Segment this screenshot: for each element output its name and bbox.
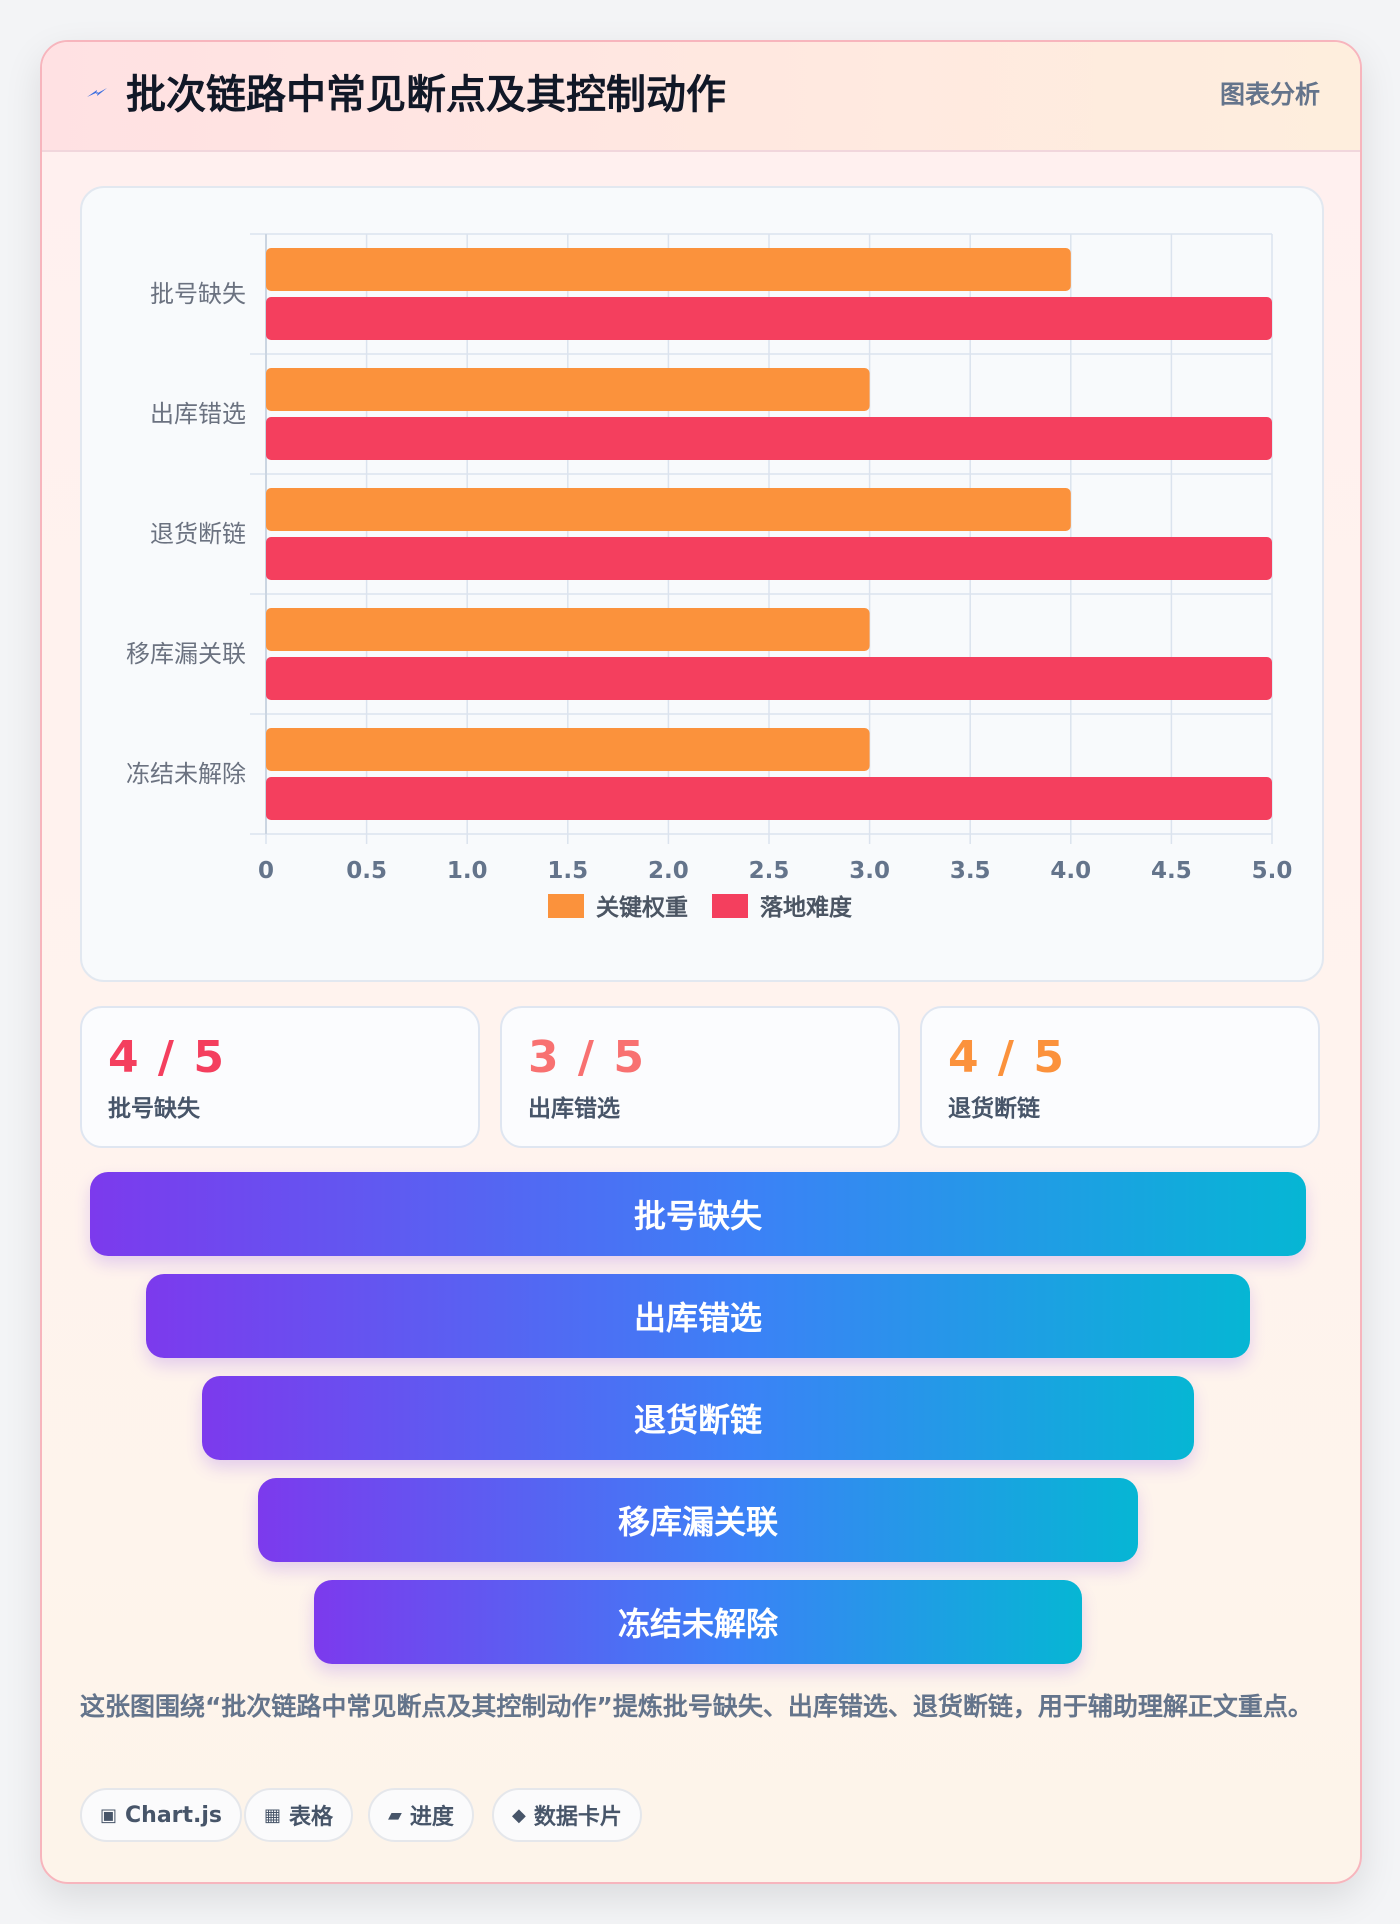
lightning-icon bbox=[87, 88, 107, 97]
card-header: 批次链路中常见断点及其控制动作 图表分析 bbox=[42, 42, 1360, 152]
stat-value: 4 / 5 bbox=[108, 1032, 226, 1083]
table-icon: ▦ bbox=[264, 1804, 282, 1826]
stat-value: 4 / 5 bbox=[948, 1032, 1066, 1083]
chart-analysis-badge: 图表分析 bbox=[1219, 80, 1320, 109]
legend-label: 落地难度 bbox=[760, 894, 853, 921]
funnel-step: 批号缺失 bbox=[90, 1172, 1306, 1256]
chart-card: 批次链路中常见断点及其控制动作 图表分析 0 0.5 1.0 1.5 2.0 2.5 3.0… bbox=[40, 40, 1362, 1884]
bar-difficulty bbox=[266, 657, 1272, 700]
diamond-icon: ◆ bbox=[512, 1804, 526, 1826]
funnel-step: 出库错选 bbox=[146, 1274, 1250, 1358]
bar-weight bbox=[266, 608, 870, 651]
x-tick-label: 3.5 bbox=[950, 858, 991, 884]
y-category-label: 出库错选 bbox=[150, 400, 246, 428]
bar-difficulty bbox=[266, 297, 1272, 340]
bar-difficulty bbox=[266, 777, 1272, 820]
x-tick-label: 2.5 bbox=[749, 858, 790, 884]
x-tick-label: 0.5 bbox=[346, 858, 387, 884]
tag-table[interactable]: ▦ 表格 bbox=[244, 1788, 354, 1842]
tag-label: 进度 bbox=[409, 1805, 454, 1830]
funnel-step: 退货断链 bbox=[202, 1376, 1194, 1460]
page-title: 批次链路中常见断点及其控制动作 bbox=[126, 72, 726, 118]
x-tick-label: 5.0 bbox=[1252, 858, 1293, 884]
stat-card: 4 / 5 批号缺失 bbox=[80, 1006, 480, 1148]
tag-label: 数据卡片 bbox=[533, 1805, 622, 1830]
stat-cards: 4 / 5 批号缺失 3 / 5 出库错选 4 / 5 退货断链 bbox=[80, 1006, 1320, 1148]
bar-difficulty bbox=[266, 537, 1272, 580]
x-tick-label: 1.5 bbox=[547, 858, 588, 884]
legend-swatch bbox=[712, 894, 748, 918]
stat-label: 退货断链 bbox=[948, 1096, 1040, 1122]
x-tick-label: 4.0 bbox=[1050, 858, 1091, 884]
stat-label: 批号缺失 bbox=[108, 1096, 200, 1122]
funnel-step: 移库漏关联 bbox=[258, 1478, 1138, 1562]
tag-chartjs[interactable]: ▣ Chart.js bbox=[80, 1788, 243, 1842]
progress-icon: ▰ bbox=[388, 1804, 402, 1826]
y-category-label: 退货断链 bbox=[150, 520, 246, 548]
bar-weight bbox=[266, 488, 1071, 531]
stat-label: 出库错选 bbox=[528, 1096, 620, 1122]
funnel-step: 冻结未解除 bbox=[314, 1580, 1082, 1664]
funnel-diagram: 批号缺失 出库错选 退货断链 移库漏关联 冻结未解除 bbox=[42, 1172, 1360, 1692]
tag-label: 表格 bbox=[289, 1805, 334, 1830]
tag-label: Chart.js bbox=[125, 1802, 223, 1828]
x-tick-label: 3.0 bbox=[849, 858, 890, 884]
stat-value: 3 / 5 bbox=[528, 1032, 646, 1083]
summary-note: 这张图围绕“批次链路中常见断点及其控制动作”提炼批号缺失、出库错选、退货断链，用… bbox=[80, 1692, 1313, 1721]
y-category-label: 冻结未解除 bbox=[126, 760, 246, 788]
bar-chart-panel: 0 0.5 1.0 1.5 2.0 2.5 3.0 3.5 4.0 4.5 5.0 批号缺失出库错选退… bbox=[80, 186, 1324, 982]
bar-weight bbox=[266, 248, 1071, 291]
legend-label: 关键权重 bbox=[596, 894, 688, 921]
legend-swatch bbox=[548, 894, 584, 918]
x-tick-label: 1.0 bbox=[447, 858, 488, 884]
y-category-label: 移库漏关联 bbox=[126, 640, 246, 668]
tag-data-card[interactable]: ◆ 数据卡片 bbox=[492, 1788, 642, 1842]
bar-chart: 0 0.5 1.0 1.5 2.0 2.5 3.0 3.5 4.0 4.5 5.0 批号缺失出库错选退… bbox=[126, 233, 1293, 921]
square-icon: ▣ bbox=[100, 1804, 118, 1826]
stat-card: 3 / 5 出库错选 bbox=[500, 1006, 900, 1148]
x-tick-label: 4.5 bbox=[1151, 858, 1192, 884]
bar-weight bbox=[266, 368, 870, 411]
bar-weight bbox=[266, 728, 870, 771]
x-tick-label: 0 bbox=[258, 858, 274, 884]
y-category-label: 批号缺失 bbox=[150, 280, 246, 308]
bar-difficulty bbox=[266, 417, 1272, 460]
stat-card: 4 / 5 退货断链 bbox=[920, 1006, 1320, 1148]
tag-progress[interactable]: ▰ 进度 bbox=[368, 1788, 474, 1842]
x-tick-label: 2.0 bbox=[648, 858, 689, 884]
